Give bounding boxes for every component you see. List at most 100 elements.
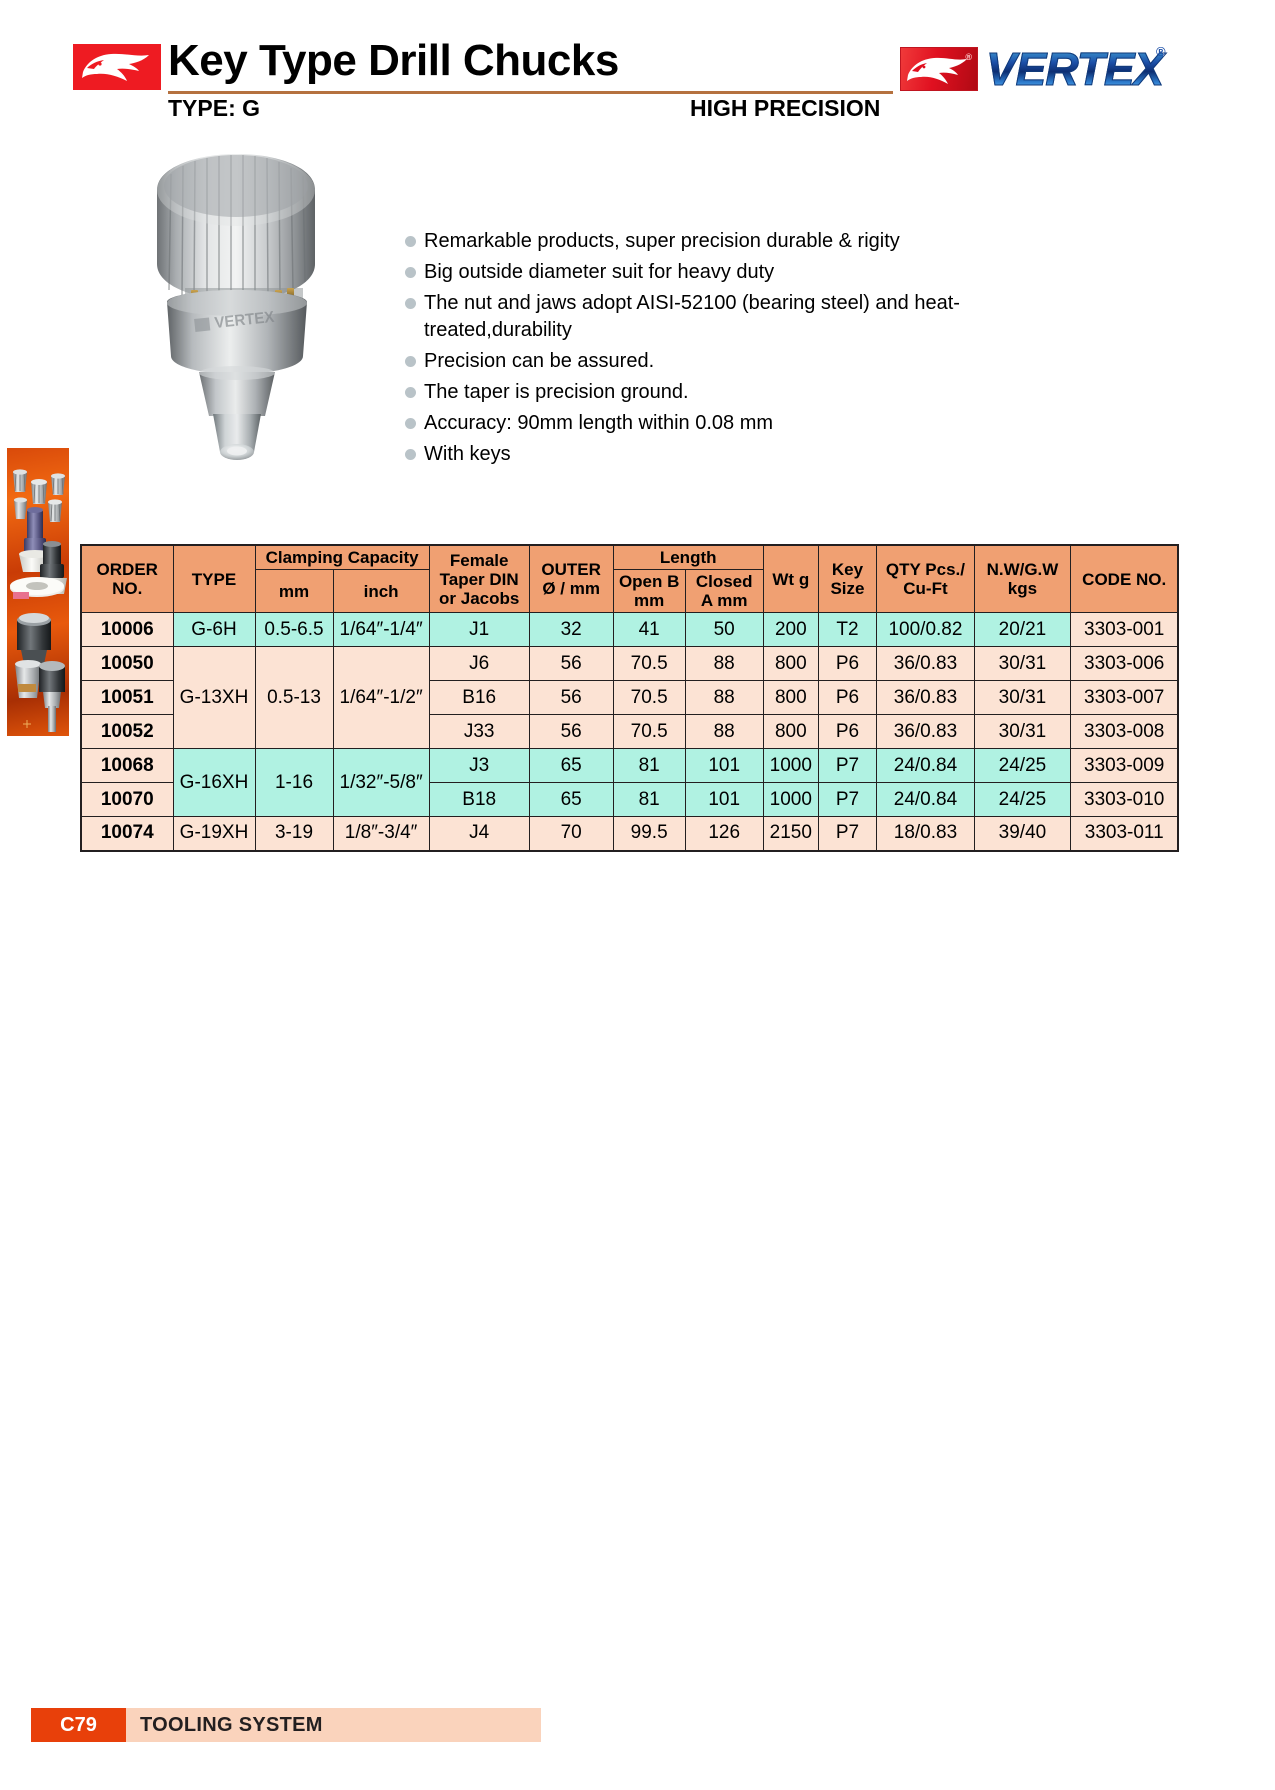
cell-type: G-6H [172,612,256,647]
cell-key-size: P6 [817,680,877,715]
cell-code-no: 3303-009 [1069,748,1179,783]
cell-open: 70.5 [612,714,686,749]
cell-nw-gw: 24/25 [973,748,1071,783]
bullet-dot-icon [405,298,416,309]
cell-taper: J6 [428,646,530,681]
cell-order-no: 10074 [80,816,174,851]
cell-key-size: P6 [817,714,877,749]
bullet-dot-icon [405,267,416,278]
vertex-wordmark: VERTEX [985,43,1164,96]
cell-nw-gw: 30/31 [973,646,1071,681]
cell-open: 81 [612,782,686,817]
feature-item: The nut and jaws adopt AISI-52100 (beari… [405,290,1105,344]
table-row: 10006 G-6H 0.5-6.5 1/64″-1/4″ J1 32 41 5… [80,612,1179,647]
bullet-dot-icon [405,236,416,247]
cell-order-no: 10052 [80,714,174,749]
page-title: Key Type Drill Chucks [168,36,619,85]
table-header-row-1: ORDER NO. TYPE Clamping Capacity Female … [80,544,1179,613]
bullet-dot-icon [405,356,416,367]
table-row: 10052 J33 56 70.5 88 800 P6 36/0.83 30/3… [80,714,1179,749]
table-row: 10068 G-16XH 1-16 1/32″-5/8″ J3 65 81 10… [80,748,1179,817]
cell-taper: J33 [428,714,530,749]
cell-open: 41 [612,612,686,647]
feature-text: Remarkable products, super precision dur… [424,230,900,252]
specification-table: ORDER NO. TYPE Clamping Capacity Female … [80,544,1180,852]
cell-key-size: P7 [817,816,877,851]
cell-wt: 800 [762,714,819,749]
cell-closed: 88 [684,680,764,715]
vertex-eagle-badge-icon: ® [900,47,978,91]
cell-code-no: 3303-007 [1069,680,1179,715]
th-order-no: ORDER NO. [80,544,174,613]
cell-taper: B18 [428,782,530,817]
cell-qty: 24/0.84 [875,748,975,783]
product-type-label: TYPE: G [168,95,261,121]
cell-closed: 101 [684,748,764,783]
cell-outer: 56 [528,680,614,715]
page-header: Key Type Drill Chucks TYPE: G HIGH PRECI… [0,0,1275,140]
feature-item: Remarkable products, super precision dur… [405,228,1105,255]
feature-text: With keys [424,443,511,465]
th-length: Length [612,544,764,570]
table-body: 10006 G-6H 0.5-6.5 1/64″-1/4″ J1 32 41 5… [80,612,1179,851]
cell-qty: 36/0.83 [875,646,975,681]
cell-qty: 36/0.83 [875,714,975,749]
cell-outer: 32 [528,612,614,647]
vertex-eagle-logo-icon [73,44,161,90]
page-footer: C79 TOOLING SYSTEM [0,1708,1275,1742]
feature-text: The nut and jaws adopt AISI-52100 (beari… [424,292,960,341]
cell-nw-gw: 30/31 [973,714,1071,749]
feature-text: Precision can be assured. [424,350,655,372]
th-code-no: CODE NO. [1069,544,1179,613]
cell-key-size: P6 [817,646,877,681]
feature-item: Precision can be assured. [405,348,1105,375]
cell-taper: J4 [428,816,530,851]
cell-wt: 2150 [762,816,819,851]
th-clamping-capacity: Clamping Capacity [254,544,430,570]
cell-order-no: 10050 [80,646,174,681]
cell-code-no: 3303-001 [1069,612,1179,647]
cell-code-no: 3303-011 [1069,816,1179,851]
feature-item: Big outside diameter suit for heavy duty [405,259,1105,286]
cell-inch: 1/64″-1/2″ [332,646,430,749]
table-row: 10074 G-19XH 3-19 1/8″-3/4″ J4 70 99.5 1… [80,816,1179,851]
cell-closed: 88 [684,646,764,681]
cell-order-no: 10068 [80,748,174,783]
cell-type: G-13XH [172,646,256,749]
drill-chuck-product-photo: VERTEX [125,140,375,470]
cell-outer: 65 [528,782,614,817]
feature-text: Big outside diameter suit for heavy duty [424,261,775,283]
feature-item: The taper is precision ground. [405,379,1105,406]
th-weight: Wt g [762,544,819,613]
th-length-open: Open B mm [612,569,686,613]
feature-item: With keys [405,441,1105,468]
th-type: TYPE [172,544,256,613]
cell-mm: 1-16 [254,748,334,817]
table-header-row-2: mm inch Open B mm Closed A mm [81,569,1178,613]
cell-open: 70.5 [612,646,686,681]
cell-key-size: P7 [817,782,877,817]
cell-key-size: P7 [817,748,877,783]
page-number: C79 [31,1708,126,1742]
cell-code-no: 3303-008 [1069,714,1179,749]
table-row: 10051 B16 56 70.5 88 800 P6 36/0.83 30/3… [80,680,1179,715]
th-clamping-mm: mm [254,569,334,613]
bullet-dot-icon [405,418,416,429]
feature-list: Remarkable products, super precision dur… [405,228,1105,472]
th-qty: QTY Pcs./ Cu-Ft [875,544,975,613]
cell-type: G-16XH [172,748,256,817]
cell-code-no: 3303-006 [1069,646,1179,681]
cell-order-no: 10070 [80,782,174,817]
cell-mm: 0.5-6.5 [254,612,334,647]
cell-closed: 126 [684,816,764,851]
th-outer-diameter: OUTER Ø / mm [528,544,614,613]
registered-mark-small: ® [965,52,972,62]
th-female-taper: Female Taper DIN or Jacobs [428,544,530,613]
title-rule-divider [168,91,893,94]
cell-inch: 1/64″-1/4″ [332,612,430,647]
cell-code-no: 3303-010 [1069,782,1179,817]
cell-wt: 800 [762,680,819,715]
cell-closed: 50 [684,612,764,647]
cell-outer: 56 [528,646,614,681]
cell-key-size: T2 [817,612,877,647]
